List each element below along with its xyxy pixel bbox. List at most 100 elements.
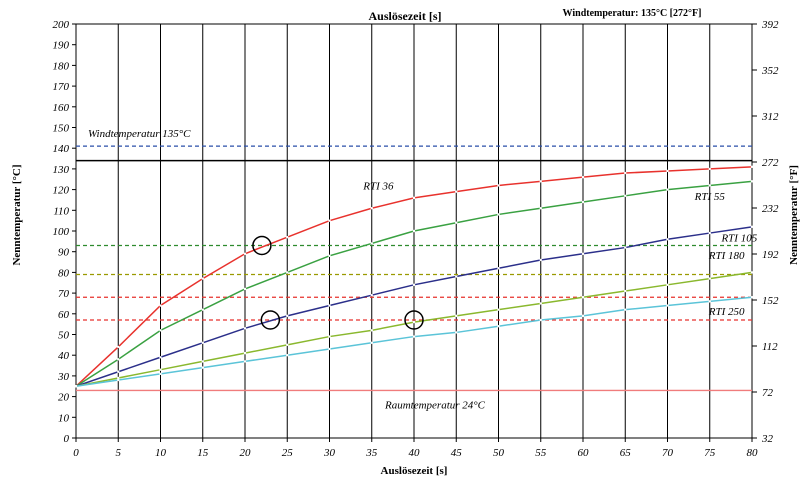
- data-point: [74, 385, 78, 388]
- y-tick-label: 0: [64, 433, 70, 445]
- data-point: [286, 354, 289, 357]
- y-tick-label: 90: [58, 247, 70, 259]
- x-tick-label: 10: [155, 447, 167, 459]
- data-point: [666, 304, 669, 307]
- y-tick-label: 10: [58, 412, 70, 424]
- data-point: [243, 327, 247, 330]
- x-tick-label: 60: [578, 447, 590, 459]
- x-tick-label: 45: [451, 447, 463, 459]
- x-tick-label: 75: [704, 447, 716, 459]
- y-tick-label: 200: [53, 19, 70, 31]
- y-tick-label: 160: [53, 102, 70, 114]
- data-point: [624, 194, 627, 198]
- y-tick-label: 150: [53, 123, 70, 135]
- annotations: [252, 235, 424, 330]
- series-label: RTI 180: [708, 250, 745, 262]
- series-label: RTI 105: [720, 232, 757, 244]
- data-point: [455, 275, 458, 278]
- y2-tick-label: 152: [762, 295, 779, 307]
- y2-tick-label: 32: [761, 433, 774, 445]
- y-tick-label: 50: [58, 330, 70, 342]
- y2-tick-label: 232: [762, 203, 779, 215]
- grid-layer: [72, 23, 757, 442]
- y-tick-label: 80: [58, 267, 70, 279]
- x-tick-label: 15: [197, 447, 209, 459]
- data-point: [581, 200, 585, 204]
- data-point: [581, 314, 585, 318]
- reference-lines: Windtemperatur 135°C Raumtemperatur 24°C: [76, 128, 752, 411]
- data-point: [201, 308, 204, 311]
- data-point: [497, 213, 500, 216]
- data-point: [708, 184, 711, 187]
- y-tick-label: 30: [57, 371, 70, 383]
- data-point: [243, 252, 247, 255]
- chart-subtitle: Windtemperatur: 135°C [272°F]: [563, 8, 702, 19]
- data-point: [455, 331, 458, 334]
- x-tick-label: 50: [493, 447, 505, 459]
- data-point: [455, 190, 458, 193]
- data-point: [243, 360, 247, 363]
- series-lines: [74, 165, 754, 388]
- data-point: [624, 246, 627, 249]
- data-point: [117, 370, 120, 373]
- data-point: [708, 277, 711, 280]
- x-axis-title: Auslösezeit [s]: [381, 465, 448, 477]
- data-point: [750, 296, 754, 299]
- x-tick-label: 25: [282, 447, 294, 459]
- data-point: [750, 271, 754, 274]
- y-tick-label: 140: [53, 143, 70, 155]
- data-point: [539, 180, 542, 183]
- annotation-circle: [252, 235, 272, 256]
- annotation-circle: [404, 310, 424, 330]
- data-point: [370, 329, 373, 332]
- series-labels: RTI 36 RTI 55 RTI 105 RTI 180 RTI 250: [362, 181, 757, 318]
- y2-tick-label: 312: [761, 111, 779, 123]
- data-point: [328, 219, 331, 222]
- y2-tick-label: 272: [762, 157, 779, 169]
- x-tick-label: 80: [747, 447, 759, 459]
- data-point: [750, 165, 754, 169]
- chart-title: Auslösezeit [s]: [369, 9, 442, 23]
- data-point: [201, 360, 204, 363]
- data-point: [159, 372, 162, 376]
- data-point: [412, 320, 416, 324]
- data-point: [750, 225, 754, 229]
- y-tick-label: 20: [58, 392, 70, 404]
- data-point: [666, 238, 669, 241]
- data-point: [159, 329, 162, 332]
- data-point: [412, 229, 416, 233]
- data-point: [708, 167, 711, 171]
- y-tick-label: 180: [53, 60, 70, 72]
- data-point: [666, 283, 669, 287]
- data-point: [581, 175, 585, 179]
- data-point: [201, 341, 204, 344]
- y-tick-label: 130: [53, 164, 70, 176]
- data-point: [243, 287, 247, 291]
- tick-labels: 0 5 10 15 20 25 30 35 40 45 50 55 60 65 70 75 80 0 10 20 30 4…: [53, 19, 780, 459]
- data-point: [497, 325, 500, 328]
- data-point: [117, 376, 120, 380]
- data-point: [750, 180, 754, 183]
- data-point: [624, 308, 627, 311]
- data-point: [412, 283, 416, 287]
- y-tick-label: 40: [58, 350, 70, 362]
- data-point: [581, 296, 585, 299]
- y2-tick-label: 192: [762, 249, 779, 261]
- data-point: [666, 188, 669, 191]
- data-point: [159, 356, 162, 359]
- data-point: [117, 378, 120, 382]
- y2-tick-label: 72: [762, 387, 774, 399]
- x-tick-label: 5: [116, 447, 122, 459]
- data-point: [370, 207, 373, 210]
- data-point: [455, 221, 458, 224]
- x-tick-label: 20: [240, 447, 252, 459]
- data-point: [370, 242, 373, 245]
- y2-axis-title: Nenntemperatur [°F]: [788, 165, 800, 265]
- reference-line-label: Windtemperatur 135°C: [88, 128, 191, 140]
- series-label: RTI 55: [694, 191, 726, 203]
- data-point: [201, 366, 204, 369]
- y-tick-label: 170: [53, 81, 70, 93]
- y2-tick-label: 352: [761, 65, 779, 77]
- data-point: [539, 207, 542, 210]
